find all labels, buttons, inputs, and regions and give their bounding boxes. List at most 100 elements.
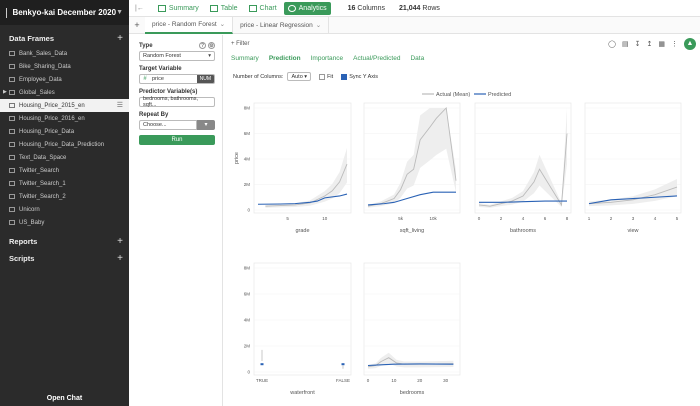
table-icon [9,194,15,199]
actual-line [588,186,678,205]
sidebar-item[interactable]: Text_Data_Space [0,151,129,164]
project-header[interactable]: Benkyo-kai December 2020 ▼ [0,0,129,25]
scripts-label: Scripts [9,253,35,263]
chevron-down-icon[interactable]: ▾ [197,120,215,130]
chart-panel-waterfront: 0 2M 4M 6M 8M TRUE FALSE waterfront [244,262,352,396]
sidebar-item[interactable]: ▶ Global_Sales [0,86,129,99]
add-tab-icon[interactable]: + [134,20,140,30]
type-value: Random Forest [143,53,181,59]
table-icon [9,116,15,121]
repeat-by-value: Choose... [139,120,197,130]
chart-icon [248,4,257,12]
sidebar-item[interactable]: Housing_Price_Data [0,125,129,138]
sidebar-item-active[interactable]: Housing_Price_2015_en ☰ [0,99,129,112]
target-variable-field[interactable]: # price NUM [139,74,215,84]
sidebar-item[interactable]: Twitter_Search [0,164,129,177]
help-icon[interactable]: ? [199,42,206,49]
chart-panel-bathrooms: 0 2 4 6 8 bathrooms [474,102,572,234]
predicted-line [479,200,567,203]
chevron-down-icon[interactable]: ▼ [116,9,123,16]
sync-y-axis-label: Sync Y Axis [349,73,379,80]
sidebar-item[interactable]: Twitter_Search_1 [0,177,129,190]
filter-button[interactable]: + Filter [231,41,250,47]
type-select[interactable]: Random Forest ▾ [139,51,215,61]
tab-label: price - Random Forest [152,20,217,28]
view-tab-analytics[interactable]: Analytics [283,1,331,15]
analytics-main: + Filter ◯ ▤ ↧ ↥ ▦ ⋮ ▲ Summary Predictio… [224,35,700,406]
y-tick-label: 6M [244,131,251,136]
add-data-frame-icon[interactable]: + [117,32,123,44]
x-tick-label: 6 [544,216,547,221]
comment-icon[interactable]: ◯ [608,41,616,48]
sidebar-item[interactable]: Housing_Price_2016_en [0,112,129,125]
sidebar-item-label: Housing_Price_2016_en [19,115,85,122]
tab-random-forest[interactable]: price - Random Forest ⌄ [145,16,234,34]
x-axis-label: sqft_living [400,228,424,234]
type-label: Type? ⚙ [139,42,215,49]
num-columns-label: Number of Columns: [233,73,284,80]
chevron-down-icon[interactable]: ⌄ [219,21,226,28]
sidebar-item-label: Global_Sales [19,89,55,96]
x-axis-label: bathrooms [510,228,536,234]
add-report-icon[interactable]: + [117,235,123,247]
x-tick-label: 10 [322,216,328,221]
x-tick-label: 20 [417,378,423,383]
pin-arrow-icon[interactable]: ↥ [646,41,653,48]
y-tick-label: 8M [244,266,251,271]
sidebar-item[interactable]: Bike_Sharing_Data [0,60,129,73]
run-button[interactable]: Run [139,135,215,145]
data-frames-label: Data Frames [9,33,55,43]
subtab-prediction[interactable]: Prediction [268,55,301,62]
scripts-header[interactable]: Scripts + [0,252,129,264]
sync-y-axis-checkbox[interactable] [341,73,348,80]
chevron-down-icon: ▾ [304,74,308,80]
open-chat-button[interactable]: Open Chat [46,395,83,402]
sidebar-item[interactable]: Bank_Sales_Data [0,47,129,60]
predictor-value: bedrooms, bathrooms, sqft... [143,96,199,108]
panel-frame [584,102,682,214]
pin-icon[interactable]: ▲ [684,38,696,50]
view-tab-chart[interactable]: Chart [245,2,281,15]
subtab-importance[interactable]: Importance [310,55,344,62]
predicted-line [367,363,454,367]
subtab-data[interactable]: Data [410,55,425,62]
download-icon[interactable]: ↧ [634,41,641,48]
sidebar-item[interactable]: Twitter_Search_2 [0,190,129,203]
chevron-down-icon[interactable]: ⌄ [315,22,322,29]
y-axis-label: price [234,152,240,164]
sidebar-item[interactable]: Employee_Data [0,73,129,86]
project-logo-icon [6,7,8,18]
data-frames-header[interactable]: Data Frames + [0,32,129,44]
x-tick-label: 30 [443,378,449,383]
collapse-sidebar-icon[interactable]: |← [135,4,144,12]
grid-icon[interactable]: ▦ [658,41,665,48]
fit-checkbox[interactable] [319,73,326,80]
panel-frame [253,262,352,376]
predictor-variables-field[interactable]: bedrooms, bathrooms, sqft... [139,96,215,108]
more-icon[interactable]: ⋮ [671,41,678,48]
expand-triangle-icon[interactable]: ▶ [3,89,7,95]
tab-linear-regression[interactable]: price - Linear Regression ⌄ [233,16,330,34]
filter-label: Filter [236,41,250,47]
x-tick-label: 2 [500,216,503,221]
y-tick-label: 6M [244,292,251,297]
view-tab-summary[interactable]: Summary [154,2,203,15]
hamburger-menu-icon[interactable]: ☰ [116,102,123,109]
gear-icon[interactable]: ⚙ [208,42,215,49]
sidebar-item[interactable]: Housing_Price_Data_Prediction [0,138,129,151]
repeat-by-select[interactable]: Choose... ▾ [139,120,215,130]
sidebar-item[interactable]: US_Baby [0,216,129,229]
sidebar-item[interactable]: Unicorn [0,203,129,216]
reports-header[interactable]: Reports + [0,235,129,247]
add-script-icon[interactable]: + [117,252,123,264]
actual-band [479,108,567,208]
num-columns-select[interactable]: Auto ▾ [287,72,312,81]
y-tick-label: 2M [244,344,251,349]
subtab-summary[interactable]: Summary [231,55,259,62]
sidebar-item-label: Unicorn [19,206,40,213]
subtab-actual-predicted[interactable]: Actual/Predicted [353,55,401,62]
view-tab-table[interactable]: Table [206,2,242,15]
x-tick-label: FALSE [336,378,350,383]
x-axis-label: waterfront [289,390,315,396]
chart-icon[interactable]: ▤ [622,41,629,48]
